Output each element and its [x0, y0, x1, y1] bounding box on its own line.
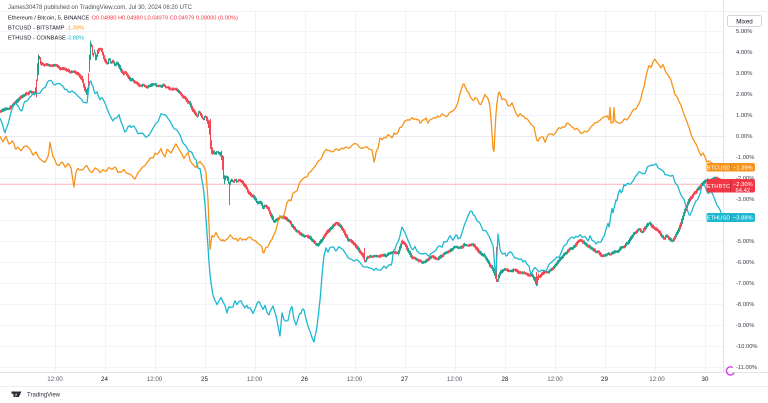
svg-text:-7.00%: -7.00%: [736, 281, 754, 287]
svg-text:ETHBTC: ETHBTC: [707, 184, 730, 190]
svg-text:12:00: 12:00: [347, 376, 363, 383]
svg-text:0.00%: 0.00%: [736, 134, 752, 140]
svg-text:-11.00%: -11.00%: [736, 365, 757, 371]
svg-text:-1.39%: -1.39%: [66, 26, 84, 32]
svg-text:-8.00%: -8.00%: [736, 302, 754, 308]
svg-text:12:00: 12:00: [447, 376, 463, 383]
svg-text:26: 26: [301, 376, 308, 383]
svg-text:64.42: 64.42: [736, 188, 751, 194]
svg-text:ETHUSD: ETHUSD: [707, 216, 731, 222]
svg-text:29: 29: [601, 376, 608, 383]
svg-text:TradingView: TradingView: [27, 393, 61, 399]
svg-text:−1.39%: −1.39%: [733, 165, 753, 171]
svg-text:12:00: 12:00: [547, 376, 563, 383]
svg-text:James30478 published on Tradin: James30478 published on TradingView.com,…: [8, 5, 193, 11]
svg-text:27: 27: [401, 376, 408, 383]
svg-text:12:00: 12:00: [247, 376, 263, 383]
svg-text:12:00: 12:00: [47, 376, 63, 383]
svg-text:4.00%: 4.00%: [736, 50, 752, 56]
svg-text:-5.00%: -5.00%: [736, 239, 754, 245]
svg-text:ETHUSD - COINBASE: ETHUSD - COINBASE: [8, 36, 66, 42]
svg-text:-6.00%: -6.00%: [736, 260, 754, 266]
svg-text:5.00%: 5.00%: [736, 29, 752, 35]
svg-text:30: 30: [702, 376, 709, 383]
svg-text:3.00%: 3.00%: [736, 71, 752, 77]
svg-text:-10.00%: -10.00%: [736, 344, 758, 350]
svg-text:25: 25: [201, 376, 208, 383]
svg-text:O0.04980 H0.04980 L0.04979 C0.: O0.04980 H0.04980 L0.04979 C0.04979 0.00…: [92, 16, 239, 22]
svg-text:2.00%: 2.00%: [736, 92, 752, 98]
svg-text:12:00: 12:00: [649, 376, 665, 383]
svg-text:BTCUSD - BITSTAMP: BTCUSD - BITSTAMP: [8, 26, 65, 32]
svg-text:1.00%: 1.00%: [736, 113, 752, 119]
svg-text:−2.30%: −2.30%: [733, 182, 753, 188]
svg-text:-9.00%: -9.00%: [736, 323, 754, 329]
svg-text:28: 28: [502, 376, 509, 383]
svg-text:24: 24: [101, 376, 108, 383]
svg-text:BTCUSD: BTCUSD: [707, 165, 731, 171]
svg-text:−3.88%: −3.88%: [733, 216, 753, 222]
svg-text:12:00: 12:00: [147, 376, 163, 383]
svg-text:-3.88%: -3.88%: [66, 36, 84, 42]
svg-text:Ethereum / Bitcoin, 5, BINANCE: Ethereum / Bitcoin, 5, BINANCE: [8, 16, 89, 22]
svg-text:-1.00%: -1.00%: [736, 155, 754, 161]
svg-text:Mixed: Mixed: [736, 19, 753, 26]
svg-text:-3.00%: -3.00%: [736, 197, 754, 203]
